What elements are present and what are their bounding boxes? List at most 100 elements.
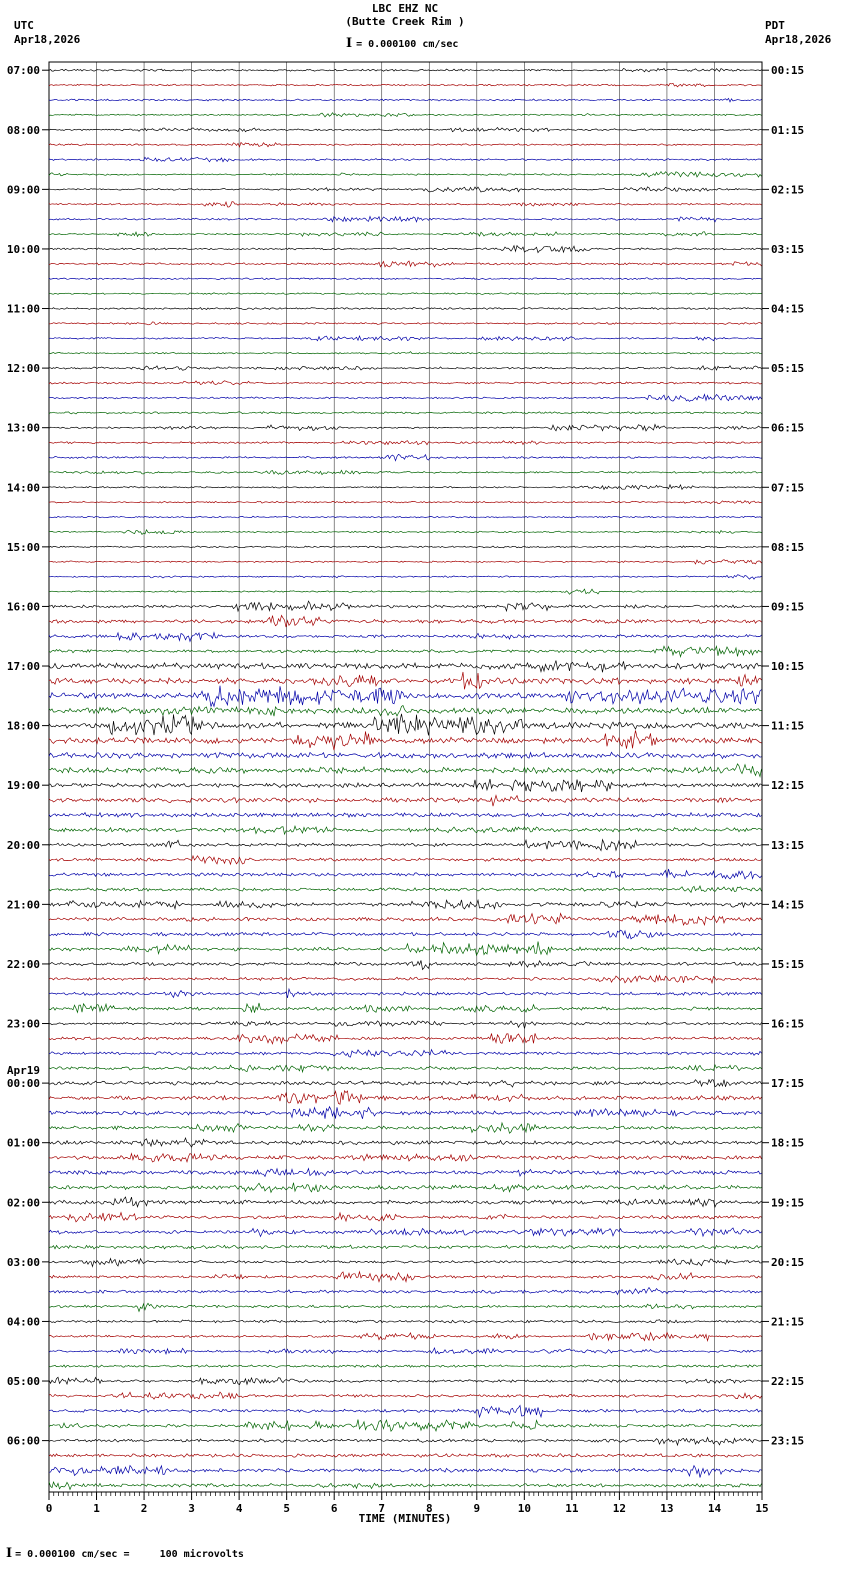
trace-2000-seg2 bbox=[48, 868, 762, 880]
trace-0500-seg1 bbox=[48, 1391, 762, 1400]
trace-1600-seg3 bbox=[48, 645, 762, 659]
pdt-label-21:15: 21:15 bbox=[771, 1315, 804, 1328]
pdt-label-06:15: 06:15 bbox=[771, 422, 804, 435]
trace-1900-seg1 bbox=[48, 794, 762, 807]
utc-label-22:00: 22:00 bbox=[7, 958, 40, 971]
trace-0600-seg0 bbox=[48, 1436, 762, 1447]
right-timezone: PDT bbox=[765, 19, 785, 32]
footer-scale-bar-icon: I bbox=[6, 1546, 13, 1561]
utc-label-13:00: 13:00 bbox=[7, 422, 40, 435]
utc-label-08:00: 08:00 bbox=[7, 124, 40, 137]
trace-0900-seg2 bbox=[48, 215, 762, 223]
trace-1900-seg2 bbox=[48, 811, 762, 819]
pdt-label-08:15: 08:15 bbox=[771, 541, 804, 554]
trace-2300-seg3 bbox=[48, 1063, 762, 1074]
trace-0900-seg3 bbox=[48, 231, 762, 238]
trace-0100-seg2 bbox=[48, 1167, 762, 1178]
trace-1000-seg0 bbox=[48, 244, 762, 254]
trace-1000-seg3 bbox=[48, 292, 762, 295]
utc-label-03:00: 03:00 bbox=[7, 1256, 40, 1269]
pdt-label-23:15: 23:15 bbox=[771, 1435, 804, 1448]
x-tick-label-8: 8 bbox=[426, 1502, 433, 1515]
x-tick-label-15: 15 bbox=[755, 1502, 768, 1515]
utc-label-05:00: 05:00 bbox=[7, 1375, 40, 1388]
utc-label-19:00: 19:00 bbox=[7, 779, 40, 792]
station-id: LBC EHZ NC bbox=[371, 2, 439, 15]
pdt-label-02:15: 02:15 bbox=[771, 183, 804, 196]
trace-1700-seg3 bbox=[48, 704, 762, 717]
pdt-label-17:15: 17:15 bbox=[771, 1077, 804, 1090]
pdt-label-01:15: 01:15 bbox=[771, 124, 804, 137]
utc-label-17:00: 17:00 bbox=[7, 660, 40, 673]
utc-label-10:00: 10:00 bbox=[7, 243, 40, 256]
date-rollover-label: Apr19 bbox=[7, 1064, 40, 1077]
trace-1200-seg0 bbox=[49, 365, 762, 371]
trace-0400-seg0 bbox=[48, 1319, 762, 1324]
utc-label-16:00: 16:00 bbox=[7, 600, 40, 613]
trace-0000-seg0 bbox=[48, 1078, 762, 1088]
trace-1100-seg3 bbox=[48, 351, 762, 355]
pdt-label-09:15: 09:15 bbox=[771, 600, 804, 613]
trace-1000-seg1 bbox=[48, 260, 762, 268]
scale-legend: I = 0.000100 cm/sec bbox=[346, 36, 459, 51]
utc-label-00:00: 00:00 bbox=[7, 1077, 40, 1090]
trace-0200-seg1 bbox=[48, 1211, 762, 1223]
utc-label-21:00: 21:00 bbox=[7, 898, 40, 911]
trace-0000-seg3 bbox=[48, 1121, 762, 1134]
x-tick-label-12: 12 bbox=[613, 1502, 626, 1515]
pdt-label-12:15: 12:15 bbox=[771, 779, 804, 792]
plot-border bbox=[48, 61, 763, 1493]
trace-0200-seg2 bbox=[48, 1227, 762, 1238]
trace-1200-seg2 bbox=[48, 393, 762, 402]
station-location: (Butte Creek Rim ) bbox=[345, 15, 465, 28]
trace-2200-seg2 bbox=[48, 987, 762, 999]
pdt-label-18:15: 18:15 bbox=[771, 1137, 804, 1150]
scale-text: = 0.000100 cm/sec bbox=[356, 38, 459, 50]
trace-0000-seg2 bbox=[48, 1105, 762, 1119]
trace-0400-seg2 bbox=[48, 1347, 762, 1355]
trace-0900-seg1 bbox=[48, 200, 762, 208]
x-tick-label-9: 9 bbox=[473, 1502, 480, 1515]
trace-0800-seg2 bbox=[48, 156, 762, 163]
trace-1400-seg1 bbox=[48, 500, 762, 505]
trace-2100-seg3 bbox=[48, 941, 762, 957]
utc-label-02:00: 02:00 bbox=[7, 1196, 40, 1209]
trace-0300-seg3 bbox=[48, 1302, 762, 1313]
trace-0200-seg0 bbox=[48, 1196, 762, 1208]
trace-0700-seg2 bbox=[48, 97, 762, 103]
trace-1000-seg2 bbox=[48, 277, 762, 281]
pdt-label-14:15: 14:15 bbox=[771, 898, 804, 911]
trace-1600-seg1 bbox=[48, 614, 762, 628]
trace-0600-seg2 bbox=[48, 1464, 762, 1478]
pdt-label-00:15: 00:15 bbox=[771, 64, 804, 77]
trace-1500-seg2 bbox=[48, 574, 762, 580]
trace-1600-seg0 bbox=[48, 600, 762, 613]
pdt-label-15:15: 15:15 bbox=[771, 958, 804, 971]
pdt-label-16:15: 16:15 bbox=[771, 1018, 804, 1031]
scale-bar-icon: I bbox=[346, 36, 353, 51]
trace-2300-seg0 bbox=[48, 1020, 762, 1029]
x-tick-label-14: 14 bbox=[708, 1502, 722, 1515]
trace-1300-seg3 bbox=[48, 469, 762, 476]
trace-1800-seg3 bbox=[48, 763, 762, 778]
pdt-label-05:15: 05:15 bbox=[771, 362, 804, 375]
trace-0300-seg1 bbox=[48, 1270, 762, 1283]
pdt-label-10:15: 10:15 bbox=[771, 660, 804, 673]
x-tick-label-5: 5 bbox=[283, 1502, 290, 1515]
trace-1500-seg3 bbox=[48, 588, 762, 595]
trace-0500-seg2 bbox=[48, 1404, 762, 1419]
utc-label-15:00: 15:00 bbox=[7, 541, 40, 554]
x-tick-label-13: 13 bbox=[660, 1502, 673, 1515]
trace-1700-seg2 bbox=[48, 685, 762, 708]
trace-0800-seg0 bbox=[48, 126, 762, 133]
trace-2200-seg1 bbox=[48, 974, 762, 985]
footer-text: = 0.000100 cm/sec = 100 microvolts bbox=[15, 1548, 244, 1560]
pdt-label-22:15: 22:15 bbox=[771, 1375, 804, 1388]
trace-1400-seg3 bbox=[48, 528, 762, 535]
utc-label-04:00: 04:00 bbox=[7, 1315, 40, 1328]
pdt-label-13:15: 13:15 bbox=[771, 839, 804, 852]
trace-1900-seg0 bbox=[48, 778, 762, 793]
trace-0000-seg1 bbox=[48, 1089, 762, 1105]
trace-0100-seg0 bbox=[48, 1136, 762, 1148]
trace-1400-seg2 bbox=[48, 515, 762, 519]
